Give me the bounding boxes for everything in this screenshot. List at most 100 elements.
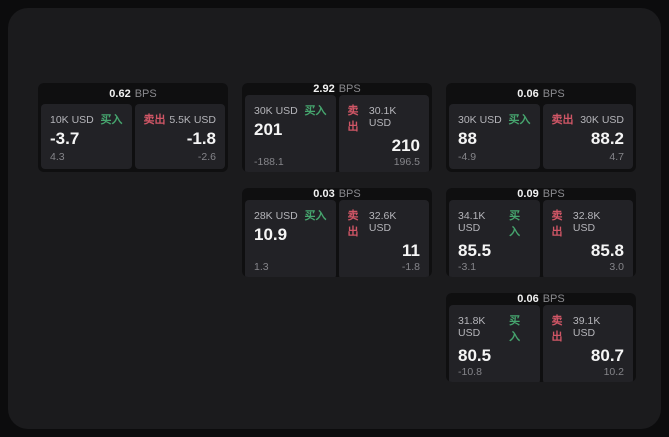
quote-card: 0.62 BPS 10K USD 买入 -3.7 4.3 卖出 <box>38 83 228 172</box>
tile-top: 卖出 30K USD <box>552 111 625 127</box>
sell-tile[interactable]: 卖出 5.5K USD -1.8 -2.6 <box>134 104 225 169</box>
buy-delta: 1.3 <box>254 260 269 273</box>
buy-delta: -188.1 <box>254 155 284 168</box>
sell-size: 39.1K USD <box>572 315 601 339</box>
buy-label: 买入 <box>509 315 521 343</box>
sell-size: 5.5K USD <box>169 114 216 126</box>
buy-price: 80.5 <box>458 346 492 365</box>
sell-tile[interactable]: 卖出 32.6K USD 11 -1.8 <box>338 200 429 277</box>
buy-tile[interactable]: 31.8K USD 买入 80.5 -10.8 <box>449 305 540 382</box>
sell-label: 卖出 <box>551 114 574 126</box>
quote-card: 2.92 BPS 30K USD 买入 201 -188.1 卖出 <box>242 83 432 172</box>
buy-delta: -3.1 <box>458 260 477 273</box>
sell-tile[interactable]: 卖出 32.8K USD 85.8 3.0 <box>542 200 633 277</box>
buy-price: -3.7 <box>50 129 80 148</box>
bps-value: 0.06 <box>517 87 539 100</box>
sell-delta: 3.0 <box>609 260 624 273</box>
buy-size: 30K USD <box>254 105 298 117</box>
buy-size: 34.1K USD <box>458 210 486 234</box>
bps-value: 2.92 <box>313 83 335 95</box>
buy-tile[interactable]: 30K USD 买入 88 -4.9 <box>449 104 540 169</box>
sell-label: 卖出 <box>347 210 359 238</box>
sell-price: -1.8 <box>186 129 216 148</box>
tile-top: 卖出 32.8K USD <box>552 207 625 239</box>
buy-delta: -10.8 <box>458 365 482 378</box>
card-body: 34.1K USD 买入 85.5 -3.1 卖出 32.8K USD 85.8… <box>446 200 636 277</box>
quote-card: 0.09 BPS 34.1K USD 买入 85.5 -3.1 卖出 <box>446 188 636 277</box>
buy-size: 10K USD <box>50 114 94 126</box>
card-header: 0.06 BPS <box>446 293 636 305</box>
sell-label: 卖出 <box>347 105 359 133</box>
bps-unit-label: BPS <box>338 83 361 95</box>
tile-top: 34.1K USD 买入 <box>458 207 531 239</box>
sell-delta: 196.5 <box>393 155 420 168</box>
sell-delta: 4.7 <box>609 151 624 163</box>
sell-price: 85.8 <box>590 241 624 260</box>
buy-label: 买入 <box>304 210 327 222</box>
tile-top: 卖出 32.6K USD <box>348 207 421 239</box>
card-header: 0.62 BPS <box>38 83 228 104</box>
quote-grid: 0.62 BPS 10K USD 买入 -3.7 4.3 卖出 <box>38 83 636 382</box>
card-header: 2.92 BPS <box>242 83 432 95</box>
bps-unit-label: BPS <box>542 293 565 305</box>
sell-delta: -1.8 <box>401 260 420 273</box>
buy-size: 31.8K USD <box>458 315 486 339</box>
sell-delta: 10.2 <box>603 365 624 378</box>
sell-size: 32.8K USD <box>572 210 601 234</box>
tile-top: 卖出 30.1K USD <box>348 102 421 134</box>
tile-top: 10K USD 买入 <box>50 111 123 127</box>
bps-value: 0.62 <box>109 87 131 100</box>
tile-top: 28K USD 买入 <box>254 207 327 223</box>
quote-card: 0.06 BPS 30K USD 买入 88 -4.9 卖出 <box>446 83 636 172</box>
card-body: 10K USD 买入 -3.7 4.3 卖出 5.5K USD -1.8 -2.… <box>38 104 228 172</box>
buy-label: 买入 <box>509 210 521 238</box>
buy-price: 85.5 <box>458 241 492 260</box>
bps-value: 0.09 <box>517 188 539 200</box>
sell-size: 30.1K USD <box>368 105 397 129</box>
sell-size: 30K USD <box>580 114 624 126</box>
tile-top: 卖出 39.1K USD <box>552 312 625 344</box>
sell-label: 卖出 <box>551 315 563 343</box>
tile-top: 31.8K USD 买入 <box>458 312 531 344</box>
sell-tile[interactable]: 卖出 30K USD 88.2 4.7 <box>542 104 633 169</box>
bps-unit-label: BPS <box>542 188 565 200</box>
buy-label: 买入 <box>304 105 327 117</box>
card-body: 31.8K USD 买入 80.5 -10.8 卖出 39.1K USD 80.… <box>446 305 636 382</box>
sell-tile[interactable]: 卖出 30.1K USD 210 196.5 <box>338 95 429 172</box>
sell-price: 11 <box>402 241 420 260</box>
sell-price: 210 <box>391 136 420 155</box>
quote-card: 0.06 BPS 31.8K USD 买入 80.5 -10.8 卖 <box>446 293 636 382</box>
buy-delta: -4.9 <box>458 151 477 163</box>
sell-tile[interactable]: 卖出 39.1K USD 80.7 10.2 <box>542 305 633 382</box>
quote-card: 0.03 BPS 28K USD 买入 10.9 1.3 卖出 <box>242 188 432 277</box>
buy-label: 买入 <box>100 114 123 126</box>
card-body: 30K USD 买入 201 -188.1 卖出 30.1K USD 210 1… <box>242 95 432 172</box>
buy-price: 201 <box>254 120 283 139</box>
card-header: 0.03 BPS <box>242 188 432 200</box>
buy-tile[interactable]: 28K USD 买入 10.9 1.3 <box>245 200 336 277</box>
sell-label: 卖出 <box>143 114 166 126</box>
buy-price: 88 <box>458 129 477 148</box>
buy-price: 10.9 <box>254 225 288 244</box>
bps-value: 0.03 <box>313 188 335 200</box>
buy-size: 30K USD <box>458 114 502 126</box>
buy-tile[interactable]: 34.1K USD 买入 85.5 -3.1 <box>449 200 540 277</box>
sell-price: 80.7 <box>590 346 624 365</box>
tile-top: 30K USD 买入 <box>458 111 531 127</box>
quotes-panel: 0.62 BPS 10K USD 买入 -3.7 4.3 卖出 <box>8 8 661 429</box>
bps-unit-label: BPS <box>338 188 361 200</box>
bps-value: 0.06 <box>517 293 539 305</box>
buy-label: 买入 <box>508 114 531 126</box>
card-body: 30K USD 买入 88 -4.9 卖出 30K USD 88.2 4.7 <box>446 104 636 172</box>
sell-label: 卖出 <box>551 210 563 238</box>
card-header: 0.09 BPS <box>446 188 636 200</box>
card-header: 0.06 BPS <box>446 83 636 104</box>
buy-tile[interactable]: 10K USD 买入 -3.7 4.3 <box>41 104 132 169</box>
buy-size: 28K USD <box>254 210 298 222</box>
buy-delta: 4.3 <box>50 151 65 163</box>
sell-size: 32.6K USD <box>368 210 397 234</box>
buy-tile[interactable]: 30K USD 买入 201 -188.1 <box>245 95 336 172</box>
card-body: 28K USD 买入 10.9 1.3 卖出 32.6K USD 11 -1.8 <box>242 200 432 277</box>
sell-delta: -2.6 <box>197 151 216 163</box>
